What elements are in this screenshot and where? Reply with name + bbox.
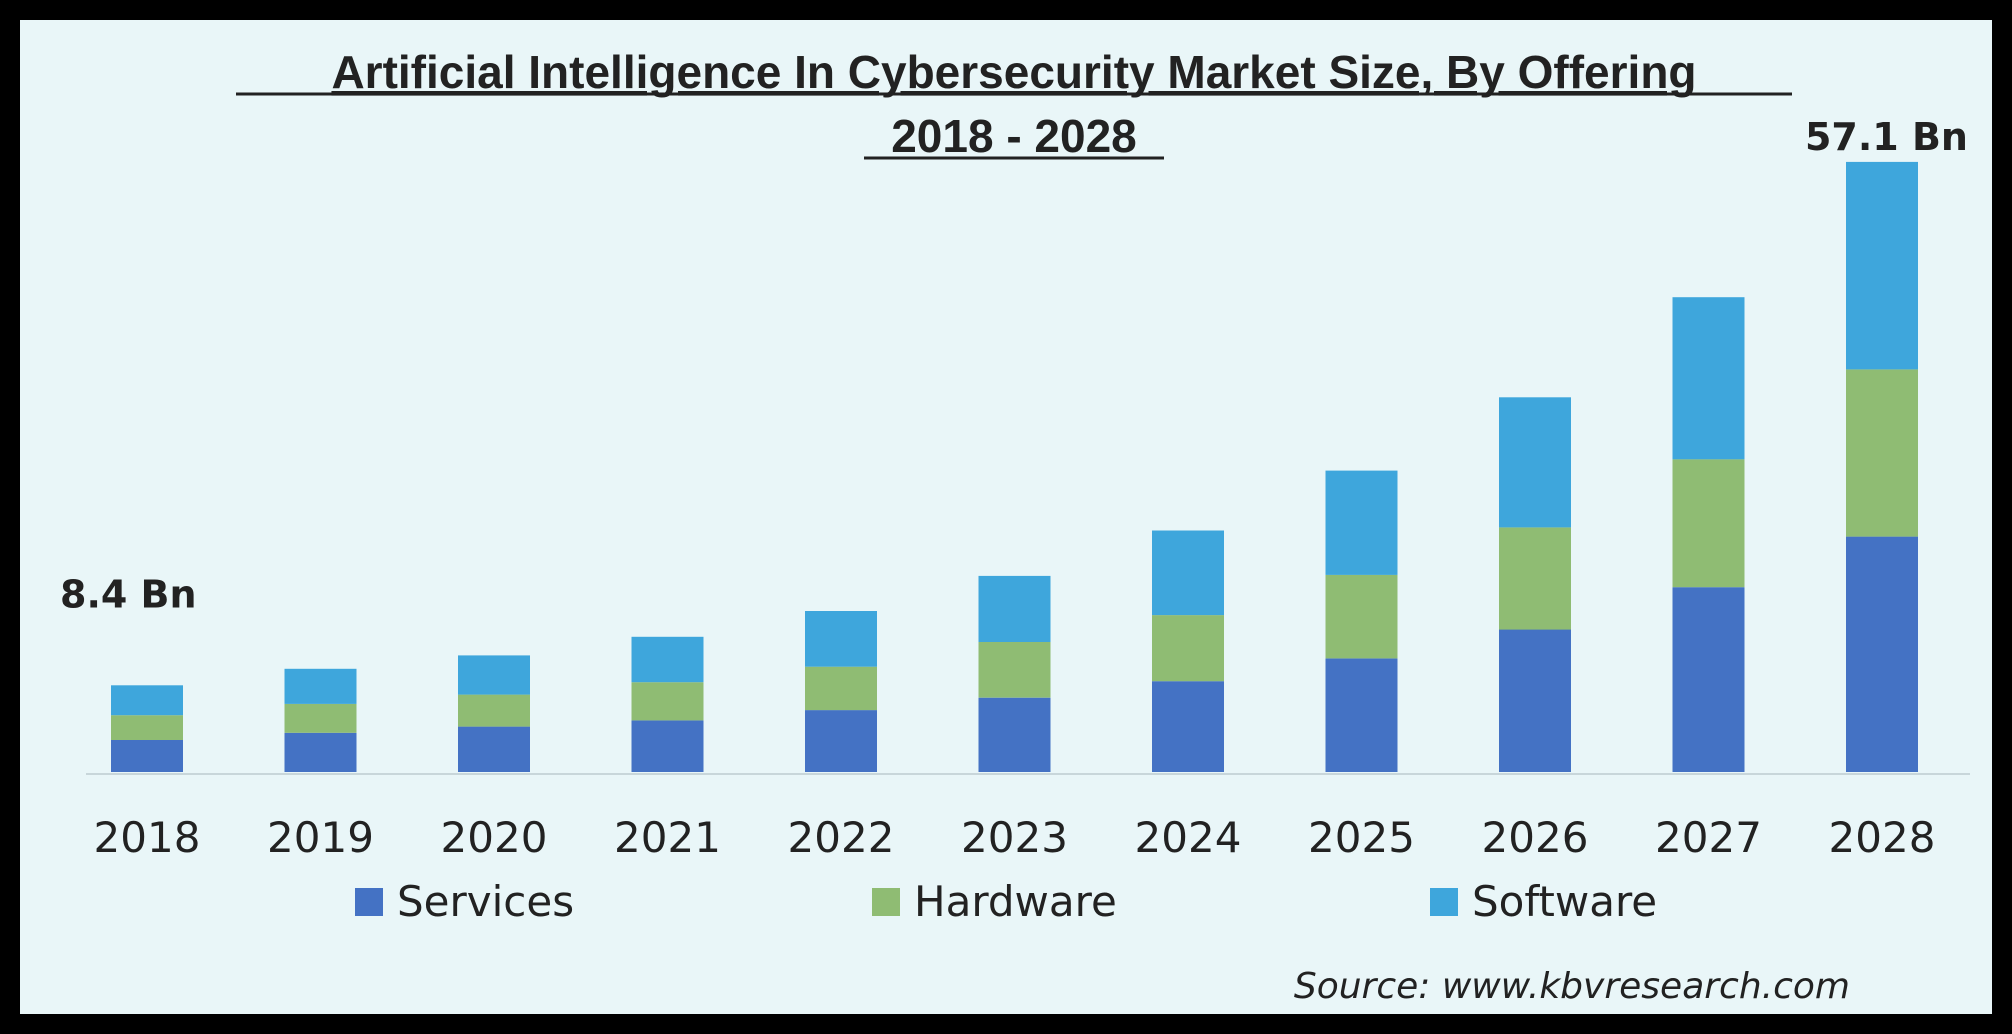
bar-services-2021 <box>631 720 704 772</box>
legend-swatch-hardware <box>872 888 900 916</box>
x-tick-label-2025: 2025 <box>1308 813 1415 862</box>
x-tick-label-2026: 2026 <box>1482 813 1589 862</box>
legend-label-hardware: Hardware <box>914 877 1117 926</box>
x-axis-tick-labels: 2018 2019 2020 2021 2022 2023 2024 2025 2026 2027… <box>94 813 1936 862</box>
bar-services-2028 <box>1846 536 1918 772</box>
bar-software-2024 <box>1152 530 1224 616</box>
bar-services-2027 <box>1672 587 1745 772</box>
total-annotations: 8.4 Bn 57.1 Bn <box>60 115 1968 616</box>
legend: Services Hardware Software <box>355 877 1657 926</box>
bar-hardware-2026 <box>1499 527 1571 630</box>
x-tick-label-2022: 2022 <box>788 813 895 862</box>
bar-hardware-2027 <box>1672 459 1745 588</box>
x-tick-label-2018: 2018 <box>94 813 201 862</box>
bar-hardware-2022 <box>805 666 877 711</box>
bar-software-2027 <box>1672 297 1745 460</box>
bar-software-2023 <box>978 575 1051 642</box>
bar-stacks <box>111 161 1918 772</box>
x-tick-label-2027: 2027 <box>1655 813 1762 862</box>
bar-software-2021 <box>631 636 704 683</box>
legend-swatch-software <box>1430 888 1458 916</box>
bar-services-2025 <box>1325 658 1398 772</box>
bar-services-2020 <box>458 726 530 772</box>
bar-services-2022 <box>805 710 877 772</box>
bar-hardware-2025 <box>1325 574 1398 659</box>
bar-services-2024 <box>1152 681 1224 772</box>
bar-software-2025 <box>1325 470 1398 575</box>
bar-software-2026 <box>1499 397 1571 528</box>
x-tick-label-2024: 2024 <box>1135 813 1242 862</box>
bar-hardware-2020 <box>458 694 530 727</box>
bar-hardware-2019 <box>284 703 357 733</box>
chart-title: Artificial Intelligence In Cybersecurity… <box>331 46 1696 98</box>
bar-hardware-2021 <box>631 682 704 721</box>
bar-software-2019 <box>284 668 357 704</box>
source-note: Source: www.kbvresearch.com <box>1294 966 1850 1007</box>
bar-hardware-2024 <box>1152 615 1224 682</box>
bar-hardware-2028 <box>1846 369 1918 537</box>
x-tick-label-2020: 2020 <box>441 813 548 862</box>
x-tick-label-2028: 2028 <box>1829 813 1936 862</box>
x-tick-label-2021: 2021 <box>614 813 721 862</box>
bar-hardware-2023 <box>978 641 1051 698</box>
bar-software-2020 <box>458 655 530 695</box>
bar-software-2022 <box>805 611 877 667</box>
legend-label-services: Services <box>397 877 574 926</box>
legend-swatch-services <box>355 888 383 916</box>
bar-services-2019 <box>284 732 357 772</box>
bar-services-2026 <box>1499 629 1571 772</box>
x-tick-label-2019: 2019 <box>267 813 374 862</box>
bar-services-2023 <box>978 697 1051 772</box>
legend-label-software: Software <box>1472 877 1657 926</box>
bar-hardware-2018 <box>111 715 183 740</box>
bar-services-2018 <box>111 740 183 772</box>
total-label-2018: 8.4 Bn <box>60 572 197 616</box>
chart-subtitle: 2018 - 2028 <box>891 110 1137 162</box>
chart-frame <box>14 14 1998 1020</box>
x-tick-label-2023: 2023 <box>961 813 1068 862</box>
total-label-2028: 57.1 Bn <box>1805 115 1968 159</box>
bar-software-2018 <box>111 685 183 716</box>
bar-software-2028 <box>1846 161 1918 370</box>
